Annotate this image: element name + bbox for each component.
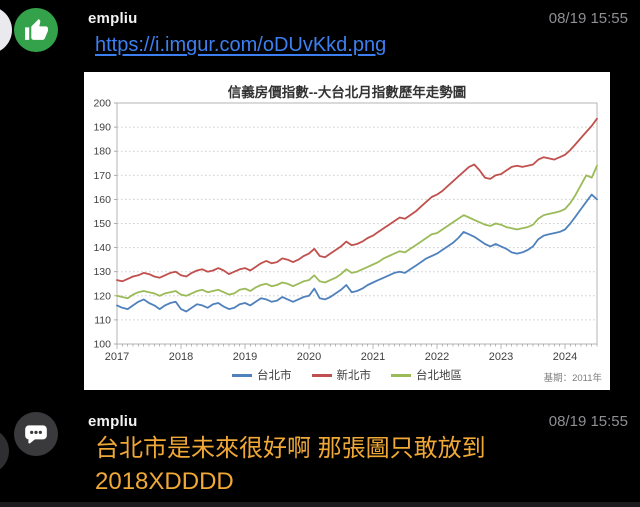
svg-text:170: 170 [93, 170, 111, 182]
legend-item: 台北市 [232, 367, 292, 383]
avatar[interactable] [14, 8, 58, 52]
svg-text:2017: 2017 [105, 351, 129, 363]
chart-image[interactable]: 信義房價指數--大台北月指數歷年走勢圖 100 110 120 130 140 150 16… [84, 72, 610, 390]
message-timestamp: 08/19 15:55 [548, 413, 628, 430]
message-timestamp: 08/19 15:55 [548, 10, 628, 27]
svg-text:130: 130 [93, 266, 111, 278]
svg-text:2024: 2024 [553, 351, 577, 363]
series-line-2 [116, 164, 598, 300]
cropped-avatar-sliver-bottom [0, 428, 9, 474]
series-line-0 [116, 193, 598, 313]
chat-bubble-icon [23, 421, 49, 447]
legend-swatch [311, 373, 332, 377]
svg-text:110: 110 [94, 314, 111, 326]
legend-label: 新北市 [336, 370, 372, 382]
legend-label: 台北市 [257, 370, 292, 382]
svg-text:180: 180 [93, 146, 111, 158]
thumbs-up-icon [24, 18, 49, 43]
svg-text:2022: 2022 [425, 351, 449, 363]
imgur-link[interactable]: https://i.imgur.com/oDUvKkd.png [95, 34, 387, 56]
message-author: empliu [88, 10, 138, 27]
svg-text:2023: 2023 [489, 351, 513, 363]
legend-item: 台北地區 [391, 367, 462, 383]
svg-text:2019: 2019 [233, 351, 257, 363]
message-text: 台北市是未來很好啊 那張圖只敢放到 2018XDDDD [95, 435, 486, 495]
svg-text:2020: 2020 [297, 351, 321, 363]
svg-text:150: 150 [93, 218, 111, 230]
chart-title: 信義房價指數--大台北月指數歷年走勢圖 [227, 85, 467, 100]
message-author: empliu [88, 413, 138, 430]
legend-swatch [232, 373, 252, 377]
svg-text:100: 100 [93, 339, 111, 351]
svg-text:2021: 2021 [361, 351, 385, 363]
svg-text:160: 160 [93, 194, 111, 206]
svg-text:2018: 2018 [169, 351, 193, 363]
svg-text:200: 200 [93, 98, 111, 110]
svg-text:120: 120 [93, 290, 111, 302]
series-line-1 [116, 117, 598, 283]
legend-swatch [391, 373, 411, 377]
chart-plot: 100 110 120 130 140 150 160 170 180 190 200 2017 201… [93, 98, 598, 363]
svg-text:190: 190 [93, 122, 111, 134]
divider [0, 502, 640, 507]
legend-label: 台北地區 [416, 370, 462, 382]
avatar[interactable] [14, 412, 58, 456]
chart-base-period-note: 基期：2011年 [543, 373, 602, 384]
legend-item: 新北市 [311, 367, 372, 383]
svg-text:140: 140 [93, 242, 111, 254]
cropped-avatar-sliver-top [0, 6, 12, 54]
chart-legend: 台北市 新北市 台北地區 [84, 367, 610, 383]
